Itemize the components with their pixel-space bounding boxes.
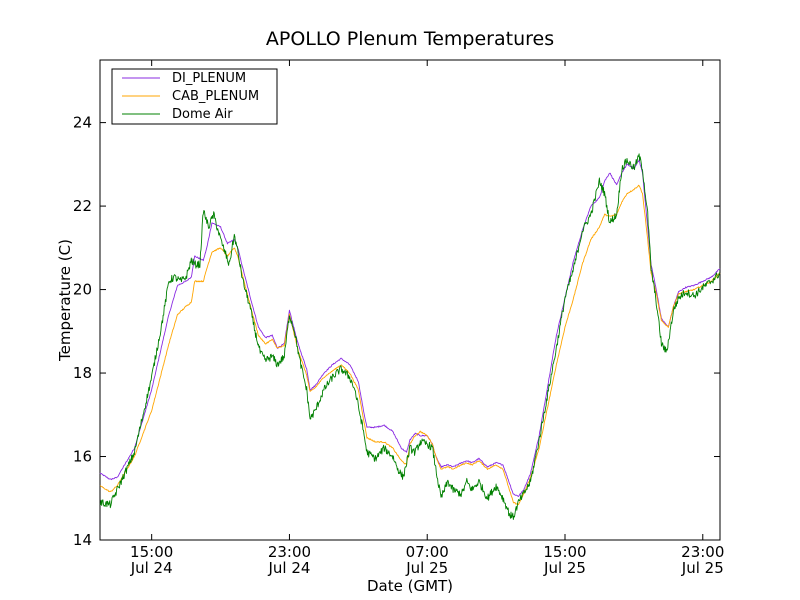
x-axis-label: Date (GMT) <box>367 577 453 595</box>
series-line-di-plenum <box>99 159 721 497</box>
legend-label-cab-plenum: CAB_PLENUM <box>172 89 259 104</box>
plot-frame <box>99 59 721 541</box>
y-axis-label: Temperature (C) <box>56 239 74 362</box>
y-tick-label: 20 <box>73 281 92 299</box>
series-line-dome-air <box>99 153 720 520</box>
x-tick-label-date: Jul 25 <box>681 559 724 577</box>
y-tick-label: 16 <box>73 448 92 466</box>
x-tick-label-date: Jul 25 <box>405 559 448 577</box>
x-tick-label-date: Jul 24 <box>267 559 310 577</box>
legend-label-di-plenum: DI_PLENUM <box>172 71 246 86</box>
x-tick-label-time: 15:00 <box>130 543 173 561</box>
y-axis: 14 16 18 20 22 24 <box>73 114 720 549</box>
y-tick-label: 22 <box>73 197 92 215</box>
series-layer <box>99 153 721 520</box>
series-line-cab-plenum <box>99 184 721 506</box>
y-tick-label: 14 <box>73 531 92 549</box>
y-tick-label: 24 <box>73 114 92 132</box>
x-tick-label-date: Jul 24 <box>130 559 173 577</box>
x-tick-label-time: 15:00 <box>543 543 586 561</box>
y-tick-label: 18 <box>73 364 92 382</box>
legend: DI_PLENUM CAB_PLENUM Dome Air <box>111 68 278 125</box>
x-tick-label-time: 23:00 <box>268 543 311 561</box>
x-tick-label-time: 07:00 <box>406 543 449 561</box>
x-tick-label-time: 23:00 <box>681 543 724 561</box>
legend-label-dome-air: Dome Air <box>172 107 233 122</box>
x-tick-label-date: Jul 25 <box>543 559 586 577</box>
chart-title: APOLLO Plenum Temperatures <box>266 28 554 50</box>
